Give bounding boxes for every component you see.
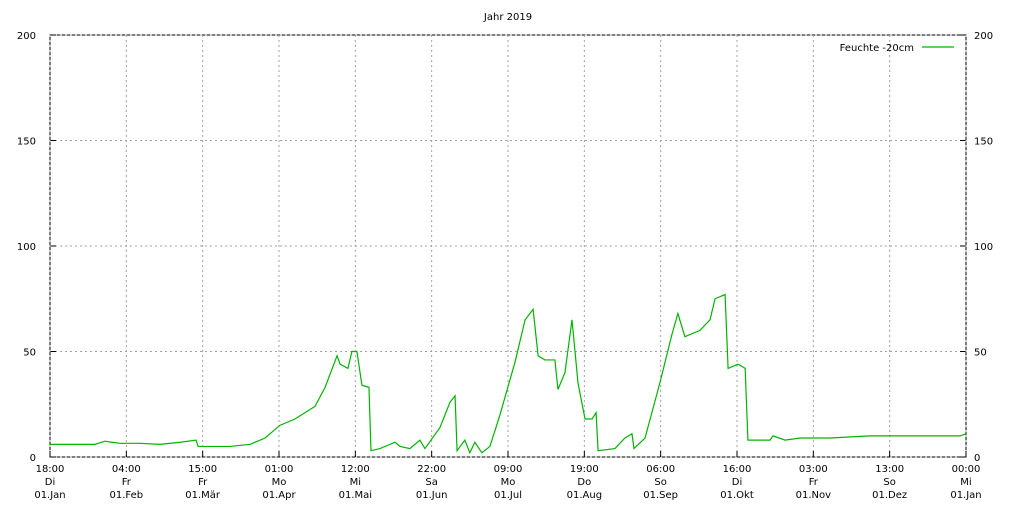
x-tick-label: 22:00 Sa 01.Jun [416, 464, 448, 501]
y-tick-label: 150 [17, 137, 36, 148]
y2-tick-label: 0 [974, 453, 980, 464]
x-tick-label: 04:00 Fr 01.Feb [110, 464, 144, 501]
y2-tick-label: 200 [974, 31, 993, 42]
y-tick-label: 100 [17, 242, 36, 253]
x-tick-label: 01:00 Mo 01.Apr [262, 464, 296, 501]
y2-tick-label: 50 [974, 348, 987, 359]
x-tick-label: 15:00 Fr 01.Mär [185, 464, 221, 501]
x-tick-label: 00:00 Mi 01.Jan [950, 464, 981, 501]
y2-tick-label: 150 [974, 137, 993, 148]
x-tick-label: 13:00 So 01.Dez [872, 464, 907, 501]
chart-title: Jahr 2019 [483, 12, 532, 23]
y2-tick-label: 100 [974, 242, 993, 253]
y-tick-label: 50 [23, 348, 36, 359]
legend-label: Feuchte -20cm [840, 43, 914, 54]
x-tick-label: 16:00 Di 01.Okt [720, 464, 754, 501]
x-tick-label: 09:00 Mo 01.Jul [494, 464, 523, 501]
x-tick-label: 06:00 So 01.Sep [643, 464, 678, 501]
y-tick-label: 200 [17, 31, 36, 42]
y-tick-label: 0 [30, 453, 36, 464]
x-tick-label: 12:00 Mi 01.Mai [339, 464, 372, 501]
x-tick-label: 03:00 Fr 01.Nov [796, 464, 832, 501]
x-tick-label: 19:00 Do 01.Aug [567, 464, 602, 501]
data-line [50, 293, 967, 455]
x-tick-label: 18:00 Di 01.Jan [34, 464, 65, 501]
